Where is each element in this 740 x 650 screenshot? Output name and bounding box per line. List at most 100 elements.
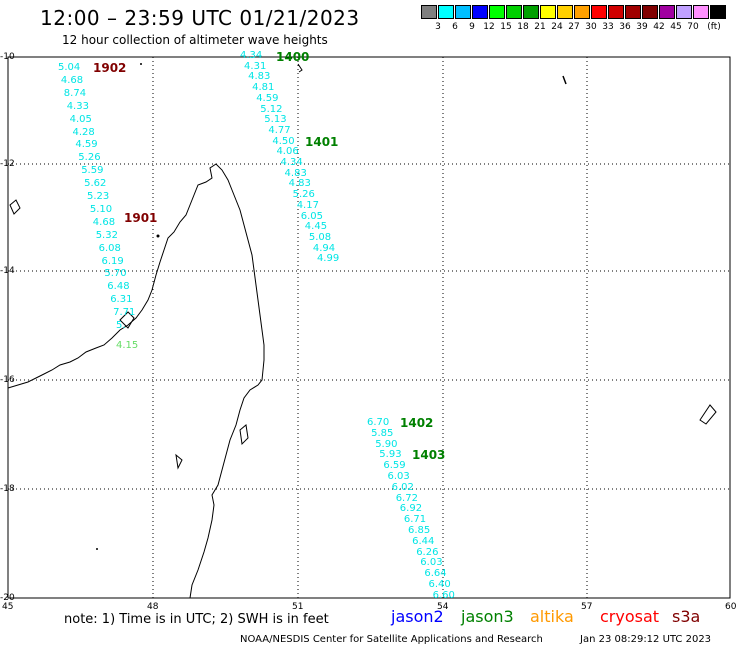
swh-value: 5.12 (260, 103, 283, 115)
swh-value: 4.59 (256, 92, 279, 104)
legend-swatch (574, 5, 590, 19)
legend-label: 36 (619, 22, 631, 32)
lat-label-16: -16 (0, 375, 15, 385)
legend-label: 3 (435, 22, 441, 32)
swh-value: 7.71 (113, 307, 136, 319)
sat-altika: altika (530, 607, 574, 626)
swh-value: 5.26 (292, 189, 315, 201)
legend-label: (ft) (707, 22, 721, 32)
swh-value: 4.34 (240, 50, 263, 61)
swh-value: 8.74 (63, 87, 87, 99)
lat-label-12: -12 (0, 159, 15, 169)
legend-swatch (625, 5, 641, 19)
swh-value: 5. (116, 320, 126, 331)
legend-swatch (540, 5, 556, 19)
island (156, 234, 160, 238)
map-frame (7, 56, 731, 599)
swh-value: 6.48 (107, 281, 130, 293)
swh-value: 6.59 (383, 460, 406, 472)
swh-value: 5.85 (371, 427, 394, 439)
legend-label: 39 (636, 22, 648, 32)
lon-label-45: 45 (2, 602, 14, 612)
swh-value: 4.50 (272, 135, 295, 147)
legend-label: 27 (568, 22, 580, 32)
swh-value: 4.68 (92, 216, 116, 228)
legend-label: 70 (687, 22, 699, 32)
island (119, 311, 135, 329)
swh-value: 6.60 (432, 589, 455, 601)
legend-label: 18 (517, 22, 529, 32)
swh-value: 5.90 (375, 438, 398, 450)
swh-value: 4.59 (75, 139, 98, 151)
lat-label-18: -18 (0, 484, 15, 494)
swh-value: 5.04 (58, 62, 81, 73)
map-title: 12:00 – 23:59 UTC 01/21/2023 (40, 6, 360, 30)
credit-text: NOAA/NESDIS Center for Satellite Applica… (240, 634, 543, 645)
swh-value: 5.23 (87, 191, 110, 202)
legend-swatch (557, 5, 573, 19)
lon-label-60: 60 (725, 602, 737, 612)
swh-value: 6.03 (420, 557, 443, 569)
pass-label-1901: 1901 (124, 211, 158, 225)
lat-label-20: -20 (0, 593, 15, 603)
swh-value: 5.13 (264, 114, 287, 126)
swh-value: 6.26 (416, 546, 439, 558)
legend-label: 9 (469, 22, 475, 32)
island (175, 453, 183, 470)
swh-value: 6.40 (428, 579, 451, 590)
lat-label-14: -14 (0, 266, 15, 276)
legend-swatch (591, 5, 607, 19)
legend-swatch (523, 5, 539, 19)
swh-value: 6.08 (98, 242, 121, 254)
legend-swatch (693, 5, 709, 19)
legend-swatch (438, 5, 454, 19)
madagascar-coastline (7, 163, 265, 599)
lat-label-10: -10 (0, 52, 15, 62)
swh-value: 6.44 (412, 535, 435, 547)
swh-value: 5.26 (78, 152, 101, 164)
swh-value: 4.33 (66, 100, 89, 112)
timestamp: Jan 23 08:29:12 UTC 2023 (580, 634, 712, 645)
legend-swatch (421, 5, 437, 19)
pass-label-1401: 1401 (305, 135, 339, 149)
swh-value: 4.34 (280, 157, 303, 168)
swh-value: 6.70 (367, 417, 390, 428)
swh-value: 4.15 (116, 340, 139, 351)
swh-value: 4.94 (312, 242, 336, 254)
legend-swatch (676, 5, 692, 19)
legend-label: 12 (483, 22, 495, 32)
swh-value: 5.70 (104, 268, 127, 280)
pass-label-1400: 1400 (276, 50, 310, 64)
swh-value: 4.28 (72, 126, 95, 138)
swh-value: 4.17 (296, 199, 319, 211)
island (562, 75, 567, 85)
swh-value: 6.71 (403, 514, 427, 526)
legend-label: 30 (585, 22, 597, 32)
lon-label-54: 54 (437, 602, 449, 612)
map-subtitle: 12 hour collection of altimeter wave hei… (62, 33, 328, 47)
legend-label: 15 (500, 22, 512, 32)
legend-swatch (472, 5, 488, 19)
legend-label: 6 (452, 22, 458, 32)
legend-swatch (506, 5, 522, 19)
island (239, 424, 249, 446)
legend-swatch (455, 5, 471, 19)
legend-swatch (642, 5, 658, 19)
swh-value: 5.10 (89, 203, 113, 215)
legend-label: 33 (602, 22, 614, 32)
legend-swatch (659, 5, 675, 19)
sat-s3a: s3a (672, 607, 701, 626)
legend-swatch (710, 5, 726, 19)
swh-value: 5.32 (95, 229, 118, 241)
island (96, 548, 98, 550)
island (9, 199, 21, 215)
legend-label: 24 (551, 22, 563, 32)
swh-value: 6.85 (408, 525, 431, 536)
lon-label-51: 51 (292, 602, 304, 612)
swh-value: 5.62 (84, 178, 107, 190)
swh-value: 4.06 (276, 146, 299, 158)
swh-value: 4.81 (252, 82, 275, 94)
footer-note: note: 1) Time is in UTC; 2) SWH is in fe… (64, 612, 329, 627)
swh-value: 4.68 (60, 74, 84, 86)
